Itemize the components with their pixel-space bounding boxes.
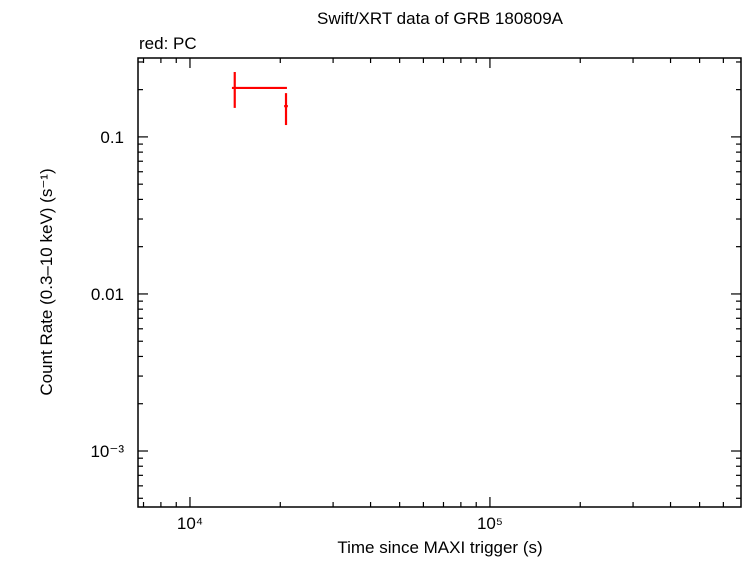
y-tick-label: 0.1 bbox=[100, 128, 124, 147]
y-tick-label: 10⁻³ bbox=[90, 442, 124, 461]
plot-frame bbox=[137, 57, 742, 508]
chart-title: Swift/XRT data of GRB 180809A bbox=[317, 9, 564, 28]
chart-subtitle: red: PC bbox=[139, 34, 197, 53]
x-tick-label: 10⁵ bbox=[477, 514, 503, 533]
x-axis-label: Time since MAXI trigger (s) bbox=[337, 538, 542, 557]
x-tick-label: 10⁴ bbox=[177, 514, 203, 533]
y-tick-label: 0.01 bbox=[91, 285, 124, 304]
y-axis-label: Count Rate (0.3–10 keV) (s⁻¹) bbox=[37, 168, 56, 395]
